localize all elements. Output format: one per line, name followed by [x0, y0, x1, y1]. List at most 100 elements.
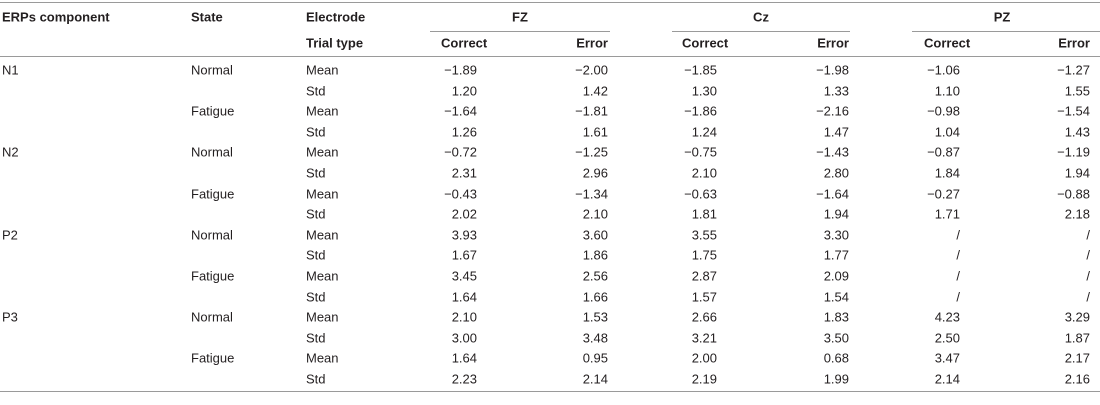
value-cell: −1.98 — [816, 62, 849, 78]
header-rule — [0, 56, 1100, 57]
value-cell: −0.72 — [444, 144, 477, 160]
value-cell: 2.09 — [823, 268, 849, 284]
bottom-rule — [0, 391, 1100, 392]
value-cell: −1.43 — [816, 144, 849, 160]
value-cell: 1.43 — [1064, 124, 1090, 140]
value-cell: 1.81 — [691, 206, 717, 222]
value-cell: −1.27 — [1057, 62, 1090, 78]
value-cell: 3.00 — [451, 330, 477, 346]
value-cell: 2.50 — [934, 330, 960, 346]
stat-cell: Std — [306, 83, 326, 99]
value-cell: 1.86 — [582, 247, 608, 263]
value-cell: −0.87 — [927, 144, 960, 160]
value-cell: −1.06 — [927, 62, 960, 78]
value-cell: / — [956, 247, 960, 263]
value-cell: 1.99 — [823, 371, 849, 387]
electrode-header: FZ — [512, 9, 528, 25]
value-cell: 2.17 — [1064, 350, 1090, 366]
value-cell: 0.95 — [582, 350, 608, 366]
value-cell: 2.10 — [691, 165, 717, 181]
value-cell: −1.89 — [444, 62, 477, 78]
electrode-header: Cz — [753, 9, 769, 25]
header-cell: Electrode — [306, 9, 366, 25]
value-cell: 3.50 — [823, 330, 849, 346]
value-cell: 2.96 — [582, 165, 608, 181]
value-cell: −0.75 — [684, 144, 717, 160]
value-cell: 1.47 — [823, 124, 849, 140]
electrode-header: PZ — [993, 9, 1011, 25]
value-cell: 3.47 — [934, 350, 960, 366]
group-rule — [430, 31, 610, 32]
value-cell: 2.56 — [582, 268, 608, 284]
top-rule — [0, 2, 1100, 3]
value-cell: 1.54 — [823, 289, 849, 305]
value-cell: −1.85 — [684, 62, 717, 78]
trial-type-header: Error — [576, 35, 608, 51]
state-cell: Fatigue — [191, 186, 235, 202]
value-cell: 1.71 — [934, 206, 960, 222]
stat-cell: Std — [306, 165, 326, 181]
value-cell: 1.94 — [1064, 165, 1090, 181]
component-cell: P3 — [2, 309, 18, 325]
value-cell: 2.87 — [691, 268, 717, 284]
stat-cell: Mean — [306, 227, 339, 243]
value-cell: 1.30 — [691, 83, 717, 99]
state-cell: Normal — [191, 144, 233, 160]
value-cell: 2.00 — [691, 350, 717, 366]
value-cell: −2.00 — [575, 62, 608, 78]
stat-cell: Std — [306, 206, 326, 222]
value-cell: 1.61 — [582, 124, 608, 140]
header-cell: ERPs component — [2, 9, 110, 25]
trial-type-header: Correct — [441, 35, 488, 51]
value-cell: −1.19 — [1057, 144, 1090, 160]
stat-cell: Mean — [306, 103, 339, 119]
stat-cell: Mean — [306, 62, 339, 78]
trial-type-header: Correct — [682, 35, 729, 51]
value-cell: 3.45 — [451, 268, 477, 284]
value-cell: / — [1086, 289, 1090, 305]
value-cell: 1.04 — [934, 124, 960, 140]
value-cell: −0.63 — [684, 186, 717, 202]
value-cell: 2.31 — [451, 165, 477, 181]
value-cell: 2.23 — [451, 371, 477, 387]
value-cell: 1.20 — [451, 83, 477, 99]
value-cell: 1.77 — [823, 247, 849, 263]
component-cell: N2 — [2, 144, 19, 160]
value-cell: 1.57 — [691, 289, 717, 305]
value-cell: 2.18 — [1064, 206, 1090, 222]
value-cell: 1.75 — [691, 247, 717, 263]
value-cell: 1.87 — [1064, 330, 1090, 346]
value-cell: 3.30 — [823, 227, 849, 243]
header-cell: Trial type — [306, 35, 364, 51]
value-cell: 1.84 — [934, 165, 960, 181]
value-cell: 1.94 — [823, 206, 849, 222]
state-cell: Fatigue — [191, 350, 235, 366]
state-cell: Normal — [191, 309, 233, 325]
value-cell: 2.80 — [823, 165, 849, 181]
group-rule — [912, 31, 1100, 32]
value-cell: 1.67 — [451, 247, 477, 263]
component-cell: N1 — [2, 62, 19, 78]
value-cell: −0.88 — [1057, 186, 1090, 202]
value-cell: 0.68 — [823, 350, 849, 366]
value-cell: −1.34 — [575, 186, 608, 202]
value-cell: 1.64 — [451, 350, 477, 366]
stat-cell: Std — [306, 371, 326, 387]
stat-cell: Mean — [306, 309, 339, 325]
stat-cell: Std — [306, 289, 326, 305]
value-cell: / — [1086, 247, 1090, 263]
stat-cell: Mean — [306, 268, 339, 284]
value-cell: 1.64 — [451, 289, 477, 305]
value-cell: −0.43 — [444, 186, 477, 202]
value-cell: 2.14 — [582, 371, 608, 387]
value-cell: / — [1086, 227, 1090, 243]
value-cell: 2.10 — [582, 206, 608, 222]
value-cell: / — [956, 227, 960, 243]
value-cell: −1.86 — [684, 103, 717, 119]
state-cell: Fatigue — [191, 103, 235, 119]
trial-type-header: Error — [1058, 35, 1090, 51]
value-cell: 4.23 — [934, 309, 960, 325]
stat-cell: Std — [306, 124, 326, 140]
state-cell: Normal — [191, 227, 233, 243]
